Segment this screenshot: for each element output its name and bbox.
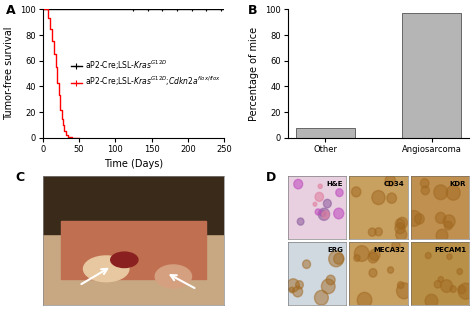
Circle shape	[326, 275, 335, 285]
Circle shape	[313, 202, 317, 206]
Circle shape	[388, 267, 393, 273]
Text: CD34: CD34	[384, 181, 405, 187]
Circle shape	[315, 209, 321, 215]
Circle shape	[425, 294, 438, 308]
Bar	[296, 128, 355, 138]
Circle shape	[315, 290, 328, 305]
Text: MECA32: MECA32	[373, 247, 405, 253]
Ellipse shape	[111, 252, 138, 267]
Text: KDR: KDR	[450, 181, 466, 187]
Circle shape	[395, 223, 405, 234]
Circle shape	[320, 210, 326, 217]
Circle shape	[420, 179, 429, 188]
Circle shape	[450, 286, 456, 292]
Circle shape	[443, 215, 455, 228]
Circle shape	[395, 219, 405, 229]
Circle shape	[355, 246, 369, 262]
Text: B: B	[248, 4, 257, 17]
Circle shape	[415, 214, 424, 224]
Bar	[61, 221, 206, 279]
Ellipse shape	[155, 265, 191, 288]
Circle shape	[421, 186, 429, 195]
Circle shape	[398, 282, 404, 289]
Circle shape	[297, 218, 304, 225]
Circle shape	[375, 228, 383, 236]
Text: C: C	[16, 171, 25, 184]
Circle shape	[296, 281, 303, 289]
Circle shape	[318, 208, 329, 220]
Circle shape	[302, 260, 310, 268]
Circle shape	[441, 280, 453, 292]
Circle shape	[438, 276, 444, 282]
Circle shape	[396, 229, 407, 240]
Text: ERG: ERG	[328, 247, 343, 253]
Circle shape	[294, 179, 303, 189]
Y-axis label: Tumor-free survival: Tumor-free survival	[4, 27, 14, 120]
Circle shape	[447, 254, 452, 259]
Circle shape	[425, 253, 431, 259]
Ellipse shape	[83, 256, 129, 282]
Bar	[43, 176, 224, 234]
Circle shape	[334, 253, 344, 264]
Circle shape	[434, 281, 441, 288]
Circle shape	[436, 212, 446, 223]
Circle shape	[369, 269, 377, 277]
Circle shape	[323, 199, 331, 208]
Circle shape	[397, 283, 411, 299]
Circle shape	[352, 187, 361, 197]
Circle shape	[357, 292, 372, 308]
Circle shape	[407, 211, 421, 226]
Circle shape	[444, 221, 452, 230]
Circle shape	[368, 252, 378, 263]
Circle shape	[447, 185, 460, 200]
Circle shape	[385, 175, 395, 186]
Circle shape	[368, 228, 376, 236]
Text: A: A	[6, 4, 16, 17]
Circle shape	[293, 286, 302, 297]
Text: H&E: H&E	[327, 181, 343, 187]
Circle shape	[315, 192, 324, 202]
Circle shape	[354, 255, 360, 261]
Circle shape	[321, 279, 335, 294]
Text: D: D	[266, 171, 276, 184]
Circle shape	[436, 229, 448, 242]
Circle shape	[334, 208, 344, 219]
Circle shape	[289, 287, 294, 293]
Circle shape	[322, 211, 329, 219]
Circle shape	[318, 184, 322, 188]
Circle shape	[457, 269, 463, 275]
Y-axis label: Percentage of mice: Percentage of mice	[249, 26, 259, 121]
Circle shape	[458, 283, 474, 299]
Circle shape	[369, 249, 380, 261]
X-axis label: Time (Days): Time (Days)	[104, 159, 163, 169]
Circle shape	[434, 185, 447, 200]
Circle shape	[387, 193, 396, 203]
Circle shape	[287, 279, 300, 292]
Legend: aP2-Cre;LSL-$\it{Kras}$$^{G12D}$, aP2-Cre;LSL-$\it{Kras}$$^{G12D}$;$\it{Cdkn2a}$: aP2-Cre;LSL-$\it{Kras}$$^{G12D}$, aP2-Cr…	[68, 56, 223, 91]
Circle shape	[336, 189, 343, 197]
Circle shape	[397, 217, 408, 229]
Circle shape	[328, 251, 344, 267]
Bar	[402, 13, 461, 138]
Text: PECAM1: PECAM1	[434, 247, 466, 253]
Circle shape	[458, 285, 465, 294]
Circle shape	[392, 241, 400, 250]
Circle shape	[372, 191, 385, 205]
